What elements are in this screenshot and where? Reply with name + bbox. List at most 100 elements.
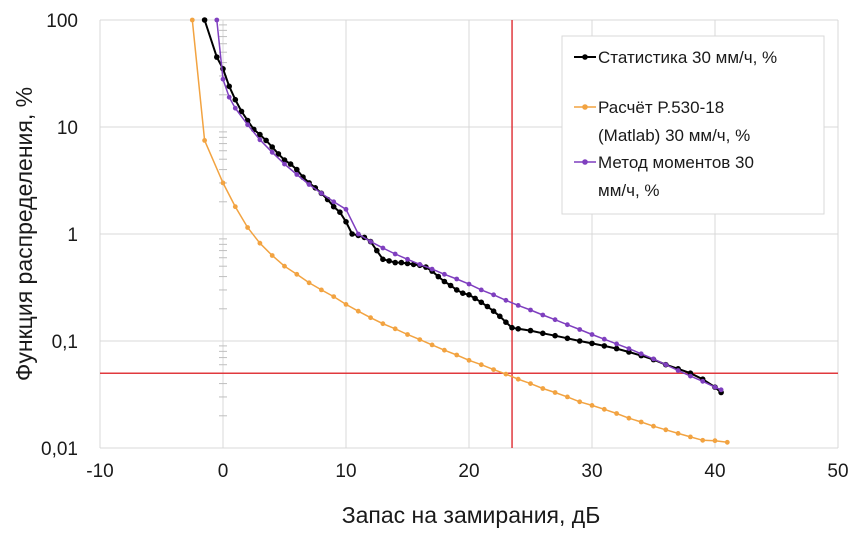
data-point xyxy=(540,330,546,337)
data-point xyxy=(398,259,405,266)
data-point xyxy=(484,303,491,310)
data-point xyxy=(245,122,251,128)
data-point xyxy=(466,357,472,363)
data-point xyxy=(386,258,392,264)
x-tick-label: 20 xyxy=(458,461,479,482)
data-point xyxy=(503,297,509,303)
x-axis-title: Запас на замирания, дБ xyxy=(342,502,601,528)
data-point xyxy=(515,326,521,332)
y-tick-label: 100 xyxy=(46,11,78,32)
data-point xyxy=(380,245,386,251)
data-point xyxy=(281,157,288,163)
data-point xyxy=(552,317,558,323)
data-point xyxy=(601,336,607,342)
data-point xyxy=(392,251,398,257)
data-point xyxy=(688,373,693,379)
data-point xyxy=(478,299,485,306)
data-point xyxy=(614,341,619,347)
data-point xyxy=(651,423,656,429)
data-point xyxy=(589,340,595,347)
data-point xyxy=(232,96,239,103)
data-point xyxy=(355,308,361,314)
data-point xyxy=(214,54,220,60)
data-point xyxy=(601,343,608,349)
legend-label: Метод моментов 30 xyxy=(598,153,754,172)
data-point xyxy=(257,240,263,246)
series-0 xyxy=(201,17,724,396)
data-point xyxy=(263,137,269,144)
data-point xyxy=(294,172,300,177)
x-tick-label: 50 xyxy=(827,461,848,482)
data-point xyxy=(238,108,245,115)
data-point xyxy=(331,199,337,205)
data-point xyxy=(392,326,398,332)
data-point xyxy=(577,327,583,332)
data-point xyxy=(626,346,632,351)
tick-labels: -10 0 10 20 30 40 50 0,01 0,1 1 10 100 xyxy=(41,11,849,482)
data-point xyxy=(319,287,324,293)
data-point xyxy=(349,231,355,237)
data-point xyxy=(688,434,693,440)
data-point xyxy=(472,295,478,302)
data-point xyxy=(564,335,571,342)
data-point xyxy=(330,203,337,210)
data-point xyxy=(503,371,509,377)
data-point xyxy=(282,161,287,167)
data-point xyxy=(429,342,435,348)
legend-swatch-marker xyxy=(582,104,588,110)
x-tick-label: 30 xyxy=(581,461,602,482)
data-point xyxy=(374,247,380,254)
data-point xyxy=(442,271,447,277)
y-axis-title: Функция распределения, % xyxy=(11,87,37,381)
y-tick-label: 10 xyxy=(57,118,78,139)
data-point xyxy=(226,94,232,100)
data-point xyxy=(232,204,238,210)
data-point xyxy=(435,273,442,280)
data-point xyxy=(404,260,411,267)
data-point xyxy=(503,319,509,326)
data-point xyxy=(257,137,263,143)
y-tick-label: 0,01 xyxy=(41,439,78,460)
legend-box xyxy=(561,35,825,215)
data-point xyxy=(454,276,460,282)
data-point xyxy=(220,180,226,186)
series-layer xyxy=(189,17,730,445)
data-point xyxy=(663,427,669,433)
data-point xyxy=(331,294,337,299)
data-point xyxy=(509,324,515,331)
data-point xyxy=(466,292,472,298)
data-point xyxy=(700,378,706,384)
data-point xyxy=(355,231,361,237)
data-point xyxy=(565,322,570,328)
data-point xyxy=(282,263,287,269)
data-point xyxy=(638,351,644,357)
data-point xyxy=(712,438,718,444)
data-point xyxy=(453,287,460,293)
legend-entry-2: Метод моментов 30 мм/ч, % xyxy=(574,153,754,200)
data-point xyxy=(380,256,386,263)
data-point xyxy=(287,161,294,167)
legend-swatch-marker xyxy=(582,54,588,60)
data-point xyxy=(724,439,730,445)
data-point xyxy=(368,315,373,321)
data-point xyxy=(712,384,718,390)
data-point xyxy=(343,302,349,307)
data-point xyxy=(269,253,275,258)
legend-label: Статистика 30 мм/ч, % xyxy=(598,48,777,67)
data-point xyxy=(269,144,276,150)
data-point xyxy=(491,367,496,372)
data-point xyxy=(306,280,312,286)
data-point xyxy=(515,376,521,382)
data-point xyxy=(626,349,632,355)
data-point xyxy=(552,332,558,339)
data-point xyxy=(589,403,595,408)
data-point xyxy=(718,387,724,393)
data-point xyxy=(651,356,656,362)
x-tick-label: 0 xyxy=(218,461,229,482)
y-tick-label: 1 xyxy=(67,225,78,246)
data-point xyxy=(405,256,410,262)
series-1 xyxy=(189,17,730,445)
data-point xyxy=(460,290,466,297)
data-point xyxy=(613,345,620,352)
legend-entry-0: Статистика 30 мм/ч, % xyxy=(574,48,777,67)
